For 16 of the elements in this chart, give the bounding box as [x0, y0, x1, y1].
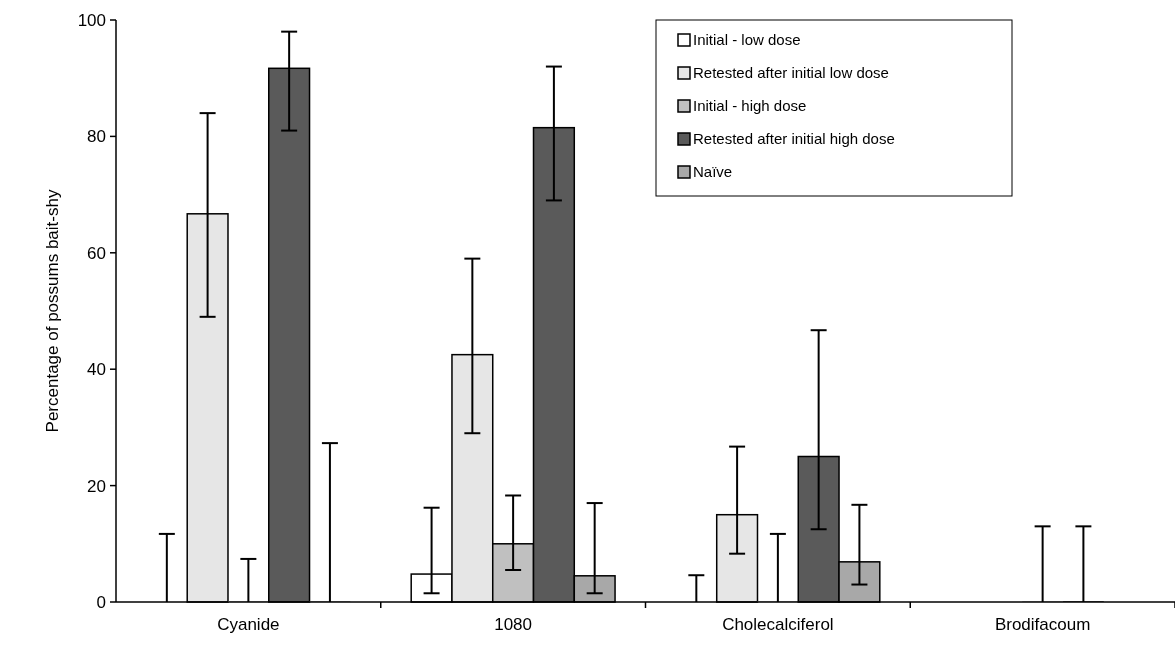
y-tick-label: 60	[87, 243, 106, 263]
y-tick-label: 40	[87, 360, 106, 380]
y-tick-label: 20	[87, 476, 106, 496]
x-tick-label: Cyanide	[217, 615, 280, 634]
y-tick-label: 0	[96, 592, 106, 612]
y-axis-title: Percentage of possums bait-shy	[43, 189, 62, 433]
y-tick-label: 80	[87, 127, 106, 147]
x-tick-label: 1080	[494, 615, 533, 634]
x-tick-label: Brodifacoum	[994, 615, 1091, 634]
legend-label: Initial - high dose	[693, 97, 807, 115]
legend-label: Naïve	[693, 163, 733, 181]
legend-label: Retested after initial low dose	[693, 64, 889, 82]
y-tick-label: 100	[77, 10, 106, 30]
legend-label: Retested after initial high dose	[693, 130, 895, 148]
x-tick-label: Cholecalciferol	[722, 615, 834, 634]
legend-label: Initial - low dose	[693, 31, 801, 49]
